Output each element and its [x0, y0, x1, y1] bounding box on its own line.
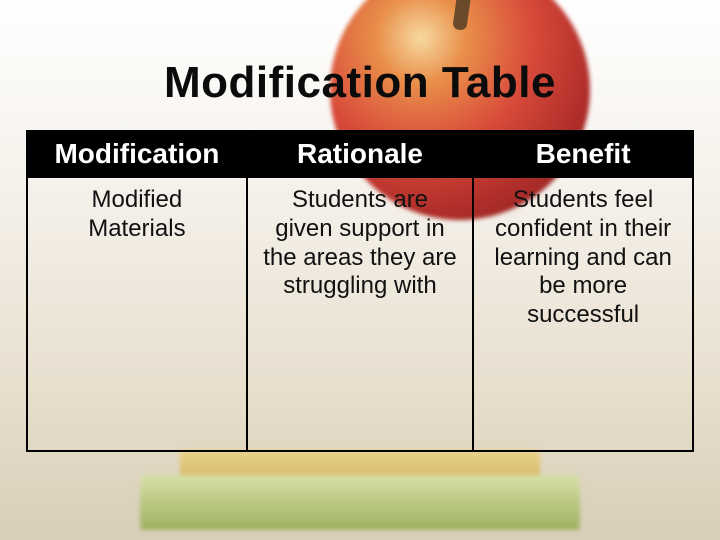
- modification-table: Modification Rationale Benefit Modified …: [26, 130, 694, 452]
- table-row: Modified Materials Students are given su…: [27, 177, 693, 451]
- column-header-benefit: Benefit: [473, 131, 693, 177]
- cell-modification: Modified Materials: [27, 177, 247, 451]
- table-header-row: Modification Rationale Benefit: [27, 131, 693, 177]
- slide-title: Modification Table: [26, 58, 694, 108]
- column-header-rationale: Rationale: [247, 131, 473, 177]
- cell-benefit: Students feel confident in their learnin…: [473, 177, 693, 451]
- slide-container: Modification Table Modification Rational…: [0, 0, 720, 540]
- column-header-modification: Modification: [27, 131, 247, 177]
- cell-rationale: Students are given support in the areas …: [247, 177, 473, 451]
